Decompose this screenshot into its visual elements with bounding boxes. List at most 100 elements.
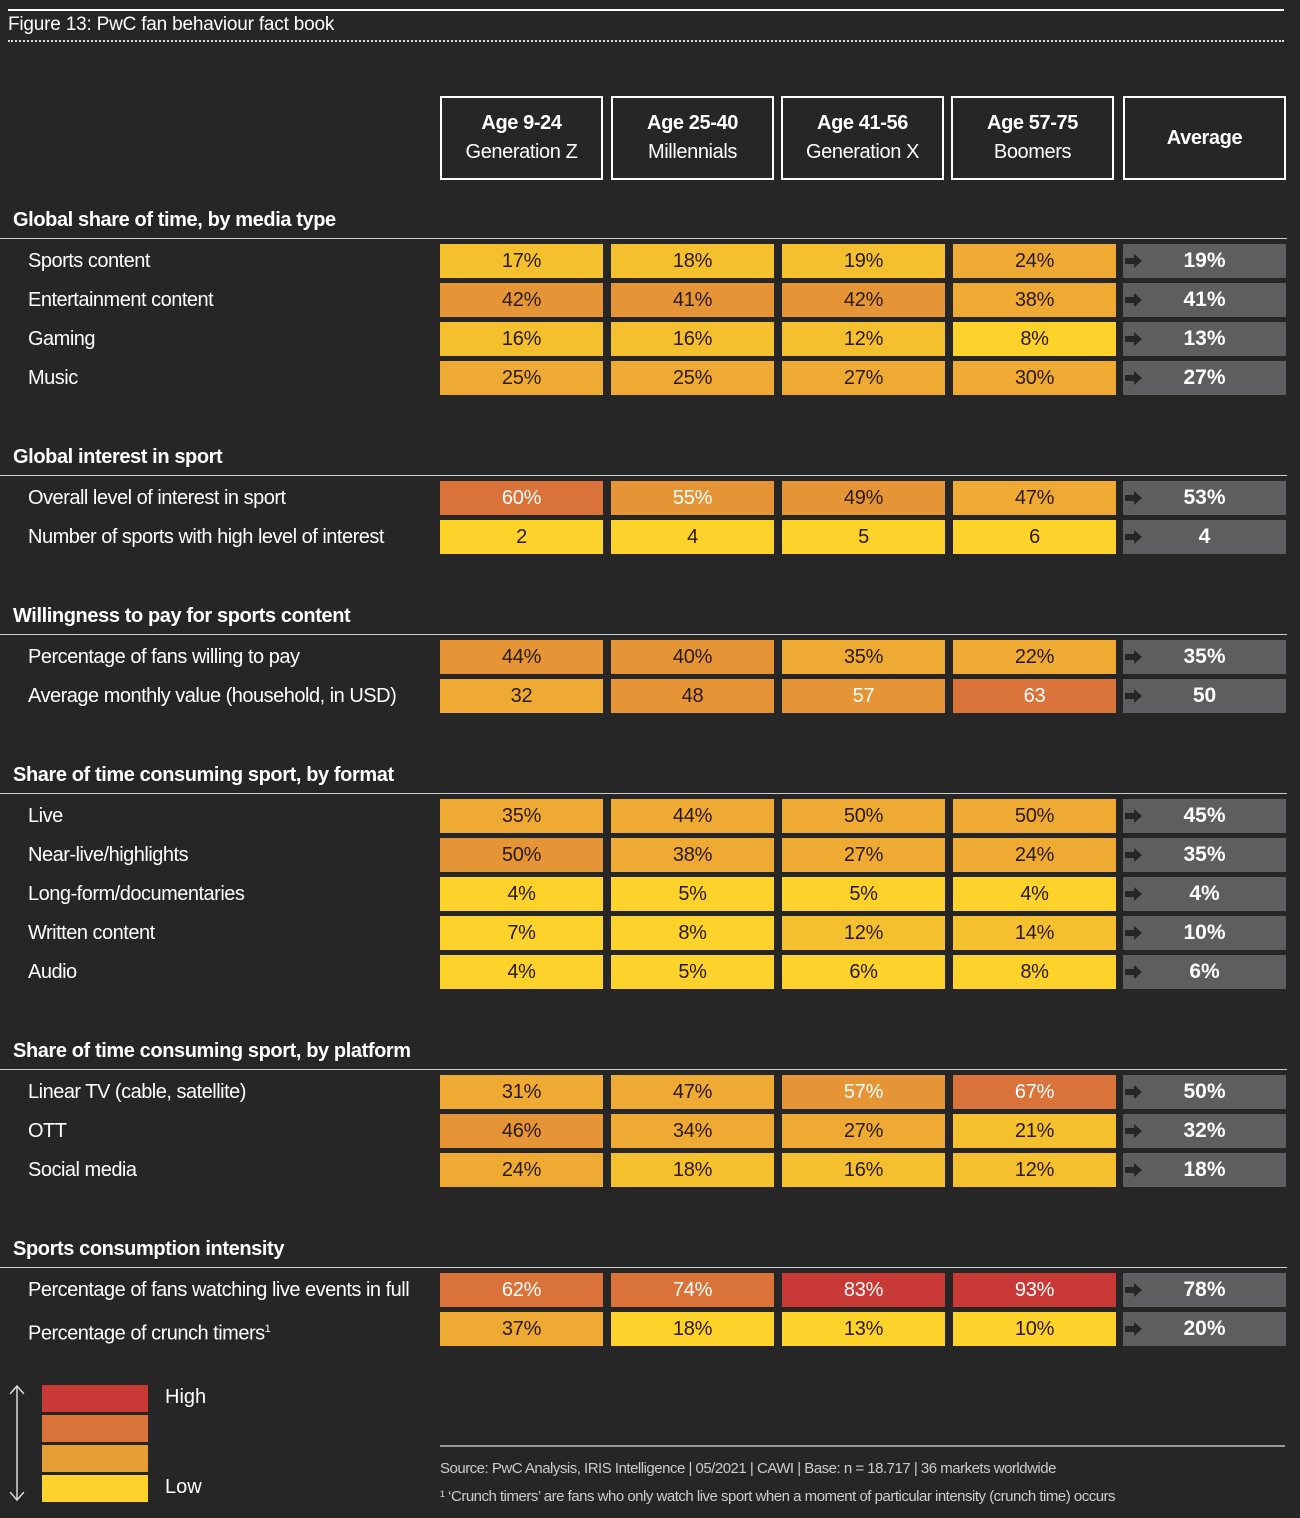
column-header-gen-z: Age 9-24 Generation Z: [440, 96, 603, 180]
row-label: Live: [28, 805, 63, 827]
column-generation: Boomers: [993, 141, 1072, 163]
row-label: Number of sports with high level of inte…: [28, 526, 384, 548]
data-cell: 12%: [953, 1153, 1116, 1187]
table-row: Linear TV (cable, satellite) 31% 47% 57% 67%…: [0, 1075, 1300, 1109]
data-cell: 4%: [953, 877, 1116, 911]
legend-low-label: Low: [165, 1476, 202, 1498]
data-cell: 12%: [782, 916, 945, 950]
figure-title: Figure 13: PwC fan behaviour fact book: [8, 14, 335, 35]
section-heading: Global interest in sport: [0, 439, 1287, 476]
average-cell: 53%: [1123, 481, 1286, 515]
column-age: Age 57-75: [987, 112, 1078, 134]
column-header-average: Average: [1123, 96, 1286, 180]
table-row: Social media 24% 18% 16% 12% 18%: [0, 1153, 1300, 1187]
data-cell: 27%: [782, 1114, 945, 1148]
average-cell: 50: [1123, 679, 1286, 713]
average-cell: 13%: [1123, 322, 1286, 356]
legend-swatch-low: [42, 1475, 148, 1502]
data-cell: 55%: [611, 481, 774, 515]
section-heading: Willingness to pay for sports content: [0, 598, 1287, 635]
column-age: Age 41-56: [817, 112, 908, 134]
row-label: Entertainment content: [28, 289, 214, 311]
data-cell: 5%: [611, 877, 774, 911]
row-label: Social media: [28, 1159, 137, 1181]
column-generation: Generation X: [805, 141, 920, 163]
data-cell: 4: [611, 520, 774, 554]
table-row: Percentage of fans willing to pay 44% 40% 3…: [0, 640, 1300, 674]
data-cell: 19%: [782, 244, 945, 278]
table-row: Written content 7% 8% 12% 14% 10%: [0, 916, 1300, 950]
table-row: Average monthly value (household, in USD…: [0, 679, 1300, 713]
row-label: Sports content: [28, 250, 150, 272]
average-cell: 18%: [1123, 1153, 1286, 1187]
column-average: Average: [1166, 126, 1243, 149]
table-body: Global share of time, by media type Sport…: [0, 202, 1300, 1390]
data-cell: 27%: [782, 361, 945, 395]
table-row: Sports content 17% 18% 19% 24% 19%: [0, 244, 1300, 278]
data-cell: 5: [782, 520, 945, 554]
data-cell: 44%: [611, 799, 774, 833]
data-cell: 8%: [953, 955, 1116, 989]
table-row: Percentage of fans watching live events …: [0, 1273, 1300, 1307]
average-cell: 78%: [1123, 1273, 1286, 1307]
data-cell: 42%: [440, 283, 603, 317]
section-heading: Share of time consuming sport, by format: [0, 757, 1287, 794]
data-cell: 41%: [611, 283, 774, 317]
data-cell: 12%: [782, 322, 945, 356]
data-cell: 31%: [440, 1075, 603, 1109]
data-cell: 16%: [782, 1153, 945, 1187]
double-arrow-icon: [9, 1384, 25, 1502]
row-label: Percentage of fans watching live events …: [28, 1279, 410, 1301]
data-cell: 42%: [782, 283, 945, 317]
data-cell: 62%: [440, 1273, 603, 1307]
table-row: Audio 4% 5% 6% 8% 6%: [0, 955, 1300, 989]
data-cell: 7%: [440, 916, 603, 950]
data-cell: 46%: [440, 1114, 603, 1148]
legend-high-label: High: [165, 1386, 207, 1408]
data-cell: 37%: [440, 1312, 603, 1346]
average-cell: 50%: [1123, 1075, 1286, 1109]
data-cell: 18%: [611, 244, 774, 278]
data-cell: 22%: [953, 640, 1116, 674]
column-generation: Millennials: [648, 141, 737, 163]
data-cell: 13%: [782, 1312, 945, 1346]
legend-swatch-mid-low: [42, 1445, 148, 1472]
average-cell: 4%: [1123, 877, 1286, 911]
table-row: Percentage of crunch timers1 37% 18% 13% 10%…: [0, 1312, 1300, 1346]
table-section: Share of time consuming sport, by format…: [0, 757, 1300, 989]
data-cell: 93%: [953, 1273, 1116, 1307]
data-cell: 35%: [440, 799, 603, 833]
data-cell: 50%: [953, 799, 1116, 833]
row-label: Percentage of fans willing to pay: [28, 646, 300, 668]
average-cell: 32%: [1123, 1114, 1286, 1148]
data-cell: 2: [440, 520, 603, 554]
data-cell: 32: [440, 679, 603, 713]
data-cell: 57: [782, 679, 945, 713]
data-cell: 25%: [611, 361, 774, 395]
data-cell: 38%: [953, 283, 1116, 317]
table-row: Live 35% 44% 50% 50% 45%: [0, 799, 1300, 833]
data-cell: 60%: [440, 481, 603, 515]
table-row: Overall level of interest in sport 60% 55%…: [0, 481, 1300, 515]
data-cell: 14%: [953, 916, 1116, 950]
average-cell: 41%: [1123, 283, 1286, 317]
section-heading: Sports consumption intensity: [0, 1231, 1287, 1268]
table-row: Entertainment content 42% 41% 42% 38% 41%: [0, 283, 1300, 317]
data-cell: 18%: [611, 1312, 774, 1346]
table-section: Global interest in sport Overall level of…: [0, 439, 1300, 554]
data-cell: 24%: [953, 838, 1116, 872]
average-cell: 27%: [1123, 361, 1286, 395]
column-header-gen-x: Age 41-56 Generation X: [781, 96, 944, 180]
footnote-marker: 1: [264, 1323, 271, 1335]
column-header-millennials: Age 25-40 Millennials: [611, 96, 774, 180]
row-label: Overall level of interest in sport: [28, 487, 286, 509]
section-heading: Global share of time, by media type: [0, 202, 1287, 239]
average-cell: 45%: [1123, 799, 1286, 833]
table-section: Sports consumption intensity Percentage o…: [0, 1231, 1300, 1346]
table-row: OTT 46% 34% 27% 21% 32%: [0, 1114, 1300, 1148]
data-cell: 8%: [611, 916, 774, 950]
table-section: Share of time consuming sport, by platfo…: [0, 1033, 1300, 1187]
column-age: Age 25-40: [647, 112, 738, 134]
row-label: Music: [28, 367, 78, 389]
